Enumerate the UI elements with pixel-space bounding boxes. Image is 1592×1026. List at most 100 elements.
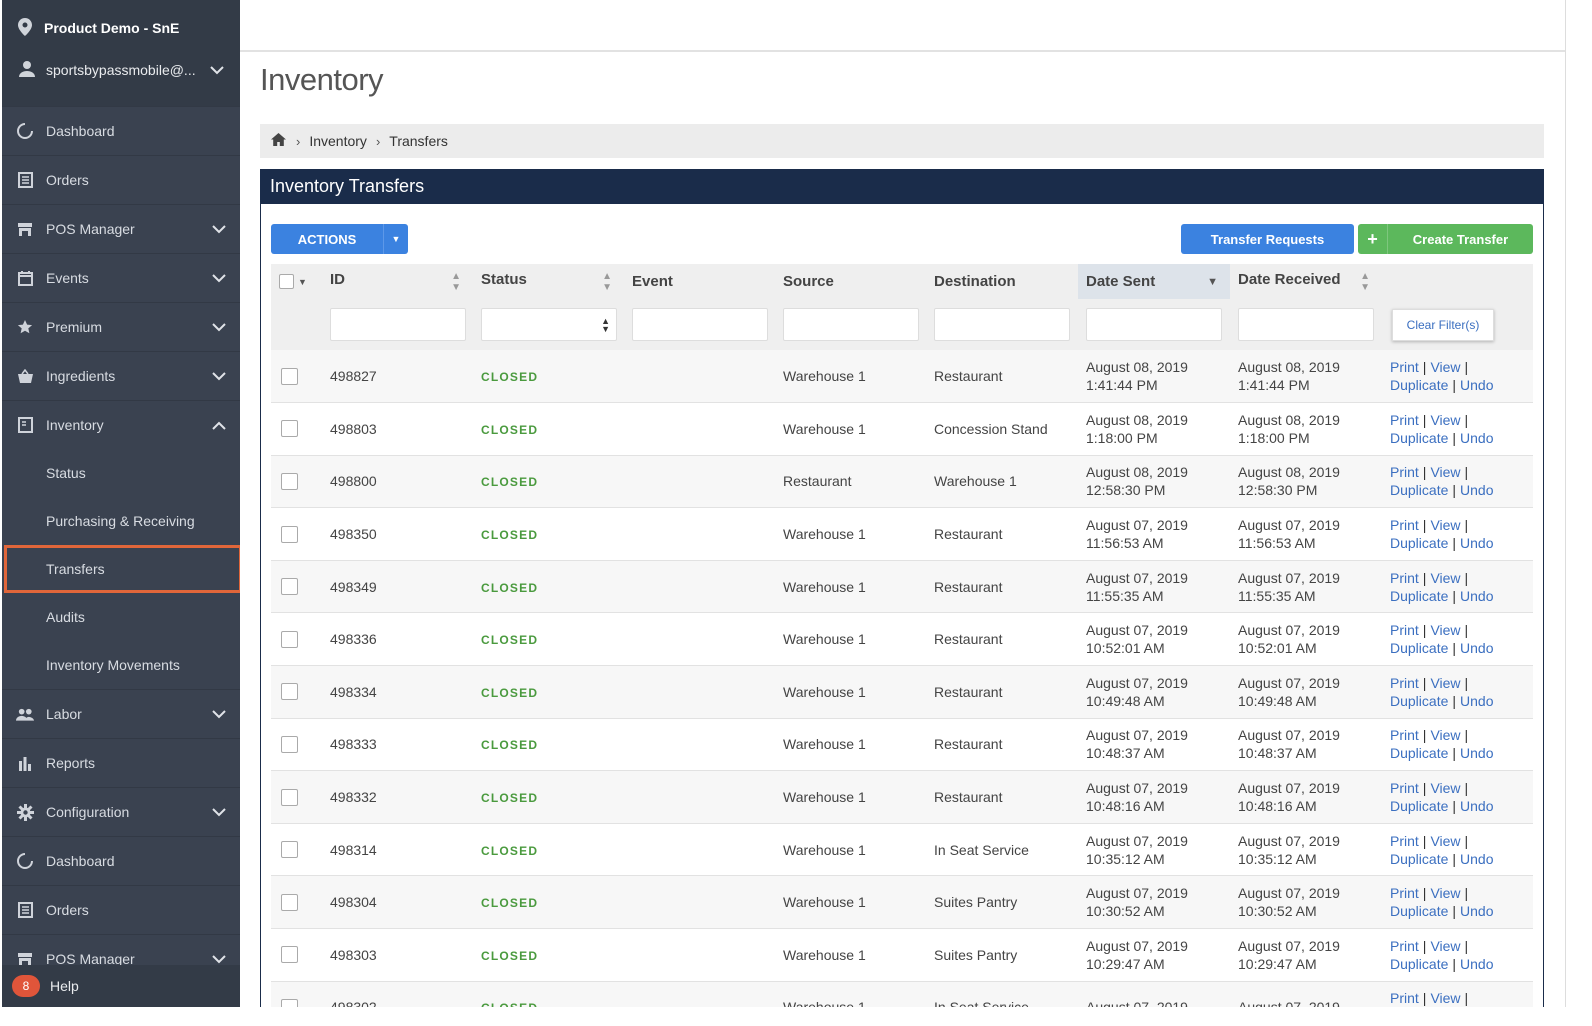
duplicate-link[interactable]: Duplicate (1390, 798, 1449, 815)
view-link[interactable]: View (1430, 359, 1461, 376)
row-checkbox[interactable] (281, 472, 298, 490)
date-received-filter-input[interactable] (1238, 308, 1374, 341)
duplicate-link[interactable]: Duplicate (1390, 903, 1449, 920)
caret-down-icon[interactable]: ▼ (298, 276, 307, 287)
view-link[interactable]: View (1430, 674, 1461, 691)
row-checkbox[interactable] (281, 893, 298, 911)
undo-link[interactable]: Undo (1460, 482, 1494, 499)
status-filter-select[interactable]: ▲ ▼ (481, 308, 617, 341)
date-sent-filter-input[interactable] (1086, 308, 1222, 341)
sidebar-item-configuration[interactable]: Configuration (2, 787, 240, 836)
print-link[interactable]: Print (1390, 411, 1419, 428)
row-checkbox[interactable] (281, 788, 298, 806)
table-row[interactable]: 498827 CLOSED Warehouse 1 Restaurant August … (271, 350, 1533, 404)
undo-link[interactable]: Undo (1460, 377, 1494, 394)
row-checkbox[interactable] (281, 841, 298, 859)
row-checkbox[interactable] (281, 367, 298, 385)
actions-button[interactable]: ACTIONS ▼ (271, 224, 408, 254)
view-link[interactable]: View (1430, 464, 1461, 481)
view-link[interactable]: View (1430, 569, 1461, 586)
print-link[interactable]: Print (1390, 674, 1419, 691)
undo-link[interactable]: Undo (1460, 850, 1494, 867)
sidebar-subitem-audits[interactable]: Audits (46, 609, 85, 625)
duplicate-link[interactable]: Duplicate (1390, 535, 1449, 552)
duplicate-link[interactable]: Duplicate (1390, 429, 1449, 446)
sidebar-subitem-inventory-movements[interactable]: Inventory Movements (46, 657, 180, 673)
print-link[interactable]: Print (1390, 464, 1419, 481)
table-row[interactable]: 498332 CLOSED Warehouse 1 Restaurant August … (271, 770, 1533, 824)
transfer-requests-button[interactable]: Transfer Requests (1181, 224, 1354, 254)
duplicate-link[interactable]: Duplicate (1390, 482, 1449, 499)
undo-link[interactable]: Undo (1460, 587, 1494, 604)
event-filter-input[interactable] (632, 308, 768, 341)
table-row[interactable]: 498336 CLOSED Warehouse 1 Restaurant August … (271, 612, 1533, 667)
print-link[interactable]: Print (1390, 517, 1419, 534)
sidebar-item-dashboard[interactable]: Dashboard (2, 106, 240, 155)
view-link[interactable]: View (1430, 990, 1461, 1007)
view-link[interactable]: View (1430, 937, 1461, 954)
column-header-date-received[interactable]: Date Received ▲ ▼ (1230, 264, 1382, 299)
print-link[interactable]: Print (1390, 937, 1419, 954)
row-checkbox[interactable] (281, 630, 298, 648)
sidebar-item-orders[interactable]: Orders (2, 155, 240, 204)
duplicate-link[interactable]: Duplicate (1390, 745, 1449, 762)
table-row[interactable]: 498334 CLOSED Warehouse 1 Restaurant August … (271, 665, 1533, 719)
help-button[interactable]: 8 Help (2, 965, 240, 1007)
view-link[interactable]: View (1430, 832, 1461, 849)
table-row[interactable]: 498350 CLOSED Warehouse 1 Restaurant August … (271, 507, 1533, 561)
table-row[interactable]: 498303 CLOSED Warehouse 1 Suites Pantry Augu… (271, 928, 1533, 982)
sidebar-item-events[interactable]: Events (2, 253, 240, 302)
print-link[interactable]: Print (1390, 885, 1419, 902)
sort-icon[interactable]: ▲ ▼ (451, 270, 461, 293)
user-menu[interactable]: sportsbypassmobile@... (2, 54, 240, 86)
table-row[interactable]: 498803 CLOSED Warehouse 1 Concession Stand A… (271, 402, 1533, 456)
duplicate-link[interactable]: Duplicate (1390, 692, 1449, 709)
table-row[interactable]: 498349 CLOSED Warehouse 1 Restaurant August … (271, 560, 1533, 614)
undo-link[interactable]: Undo (1460, 640, 1494, 657)
row-checkbox[interactable] (281, 525, 298, 543)
sidebar-item-labor[interactable]: Labor (2, 689, 240, 738)
sidebar-item-premium[interactable]: Premium (2, 302, 240, 351)
sidebar-subitem-transfers[interactable]: Transfers (4, 545, 240, 593)
view-link[interactable]: View (1430, 517, 1461, 534)
sort-icon[interactable]: ▲ ▼ (602, 270, 612, 293)
row-checkbox[interactable] (281, 683, 298, 701)
duplicate-link[interactable]: Duplicate (1390, 377, 1449, 394)
sidebar-subitem-status[interactable]: Status (46, 465, 86, 481)
sidebar-item-dashboard[interactable]: Dashboard (2, 836, 240, 885)
print-link[interactable]: Print (1390, 727, 1419, 744)
print-link[interactable]: Print (1390, 359, 1419, 376)
duplicate-link[interactable]: Duplicate (1390, 955, 1449, 972)
print-link[interactable]: Print (1390, 569, 1419, 586)
id-filter-input[interactable] (330, 308, 466, 341)
sidebar-item-inventory[interactable]: Inventory (2, 400, 240, 449)
view-link[interactable]: View (1430, 727, 1461, 744)
home-icon[interactable] (270, 132, 287, 150)
caret-down-icon[interactable]: ▼ (383, 224, 408, 254)
sidebar-item-pos-manager[interactable]: POS Manager (2, 934, 240, 983)
sidebar-item-reports[interactable]: Reports (2, 738, 240, 787)
print-link[interactable]: Print (1390, 780, 1419, 797)
print-link[interactable]: Print (1390, 622, 1419, 639)
view-link[interactable]: View (1430, 885, 1461, 902)
breadcrumb-inventory[interactable]: Inventory (309, 133, 367, 149)
sidebar-item-ingredients[interactable]: Ingredients (2, 351, 240, 400)
row-checkbox[interactable] (281, 998, 298, 1007)
row-checkbox[interactable] (281, 420, 298, 438)
undo-link[interactable]: Undo (1460, 955, 1494, 972)
view-link[interactable]: View (1430, 411, 1461, 428)
column-header-date-sent[interactable]: Date Sent ▼ (1078, 264, 1230, 299)
sort-icon[interactable]: ▲ ▼ (1360, 270, 1370, 293)
undo-link[interactable]: Undo (1460, 692, 1494, 709)
sort-desc-icon[interactable]: ▼ (1207, 276, 1218, 288)
undo-link[interactable]: Undo (1460, 798, 1494, 815)
select-all-checkbox[interactable] (279, 274, 294, 289)
print-link[interactable]: Print (1390, 990, 1419, 1007)
row-checkbox[interactable] (281, 735, 298, 753)
create-transfer-button[interactable]: + Create Transfer (1358, 224, 1533, 254)
table-row[interactable]: 498302 CLOSED Warehouse 1In Seat Service Au… (271, 981, 1533, 1007)
sidebar-item-orders[interactable]: Orders (2, 885, 240, 934)
sidebar-subitem-purchasing-receiving[interactable]: Purchasing & Receiving (46, 513, 195, 529)
duplicate-link[interactable]: Duplicate (1390, 640, 1449, 657)
column-header-id[interactable]: ID ▲ ▼ (322, 264, 473, 299)
